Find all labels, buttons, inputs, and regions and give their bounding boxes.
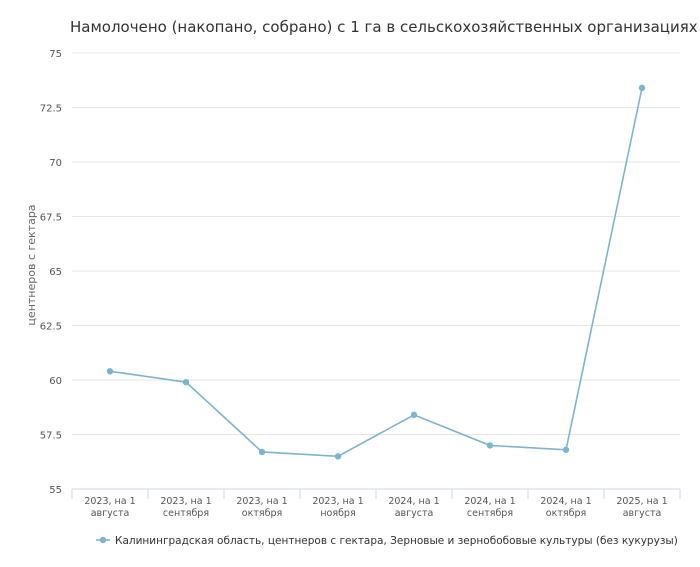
- y-tick-label: 62.5: [40, 322, 62, 333]
- x-tick-label: 2024, на 1: [464, 496, 515, 507]
- data-point: [410, 411, 418, 419]
- x-tick-label: ноября: [320, 508, 355, 519]
- x-tick-label: 2023, на 1: [312, 496, 363, 507]
- x-tick-label: августа: [395, 508, 434, 519]
- series-line: [109, 87, 643, 458]
- y-tick-label: 65: [49, 267, 62, 278]
- data-point: [334, 453, 342, 460]
- data-point: [486, 442, 494, 449]
- legend-marker: [99, 536, 107, 544]
- x-tick-label: сентября: [163, 508, 209, 519]
- legend-label: Калининградская область, центнеров с гек…: [115, 535, 678, 547]
- data-point: [562, 446, 570, 453]
- data-point: [638, 84, 646, 92]
- y-tick-label: 72.5: [40, 104, 62, 115]
- x-tick-label: 2023, на 1: [160, 496, 211, 507]
- y-tick-label: 67.5: [40, 213, 62, 224]
- x-tick-label: 2023, на 1: [84, 496, 135, 507]
- x-tick-label: 2024, на 1: [388, 496, 439, 507]
- x-tick-label: октября: [546, 508, 586, 519]
- y-tick-label: 60: [49, 376, 62, 387]
- x-tick-label: 2023, на 1: [236, 496, 287, 507]
- x-tick-label: августа: [623, 508, 662, 519]
- data-point: [258, 448, 266, 456]
- data-point: [106, 368, 114, 375]
- x-tick-label: 2024, на 1: [540, 496, 591, 507]
- y-axis-label: центнеров с гектара: [25, 204, 38, 325]
- y-tick-label: 57.5: [40, 431, 62, 442]
- data-point: [182, 378, 190, 386]
- x-tick-label: августа: [91, 508, 130, 519]
- x-tick-label: 2025, на 1: [616, 496, 667, 507]
- x-tick-label: сентября: [467, 508, 513, 519]
- y-tick-label: 55: [49, 485, 62, 496]
- x-tick-label: октября: [242, 508, 282, 519]
- chart-title: Намолочено (накопано, собрано) с 1 га в …: [70, 18, 698, 36]
- y-tick-label: 75: [49, 49, 62, 60]
- y-tick-label: 70: [49, 158, 62, 169]
